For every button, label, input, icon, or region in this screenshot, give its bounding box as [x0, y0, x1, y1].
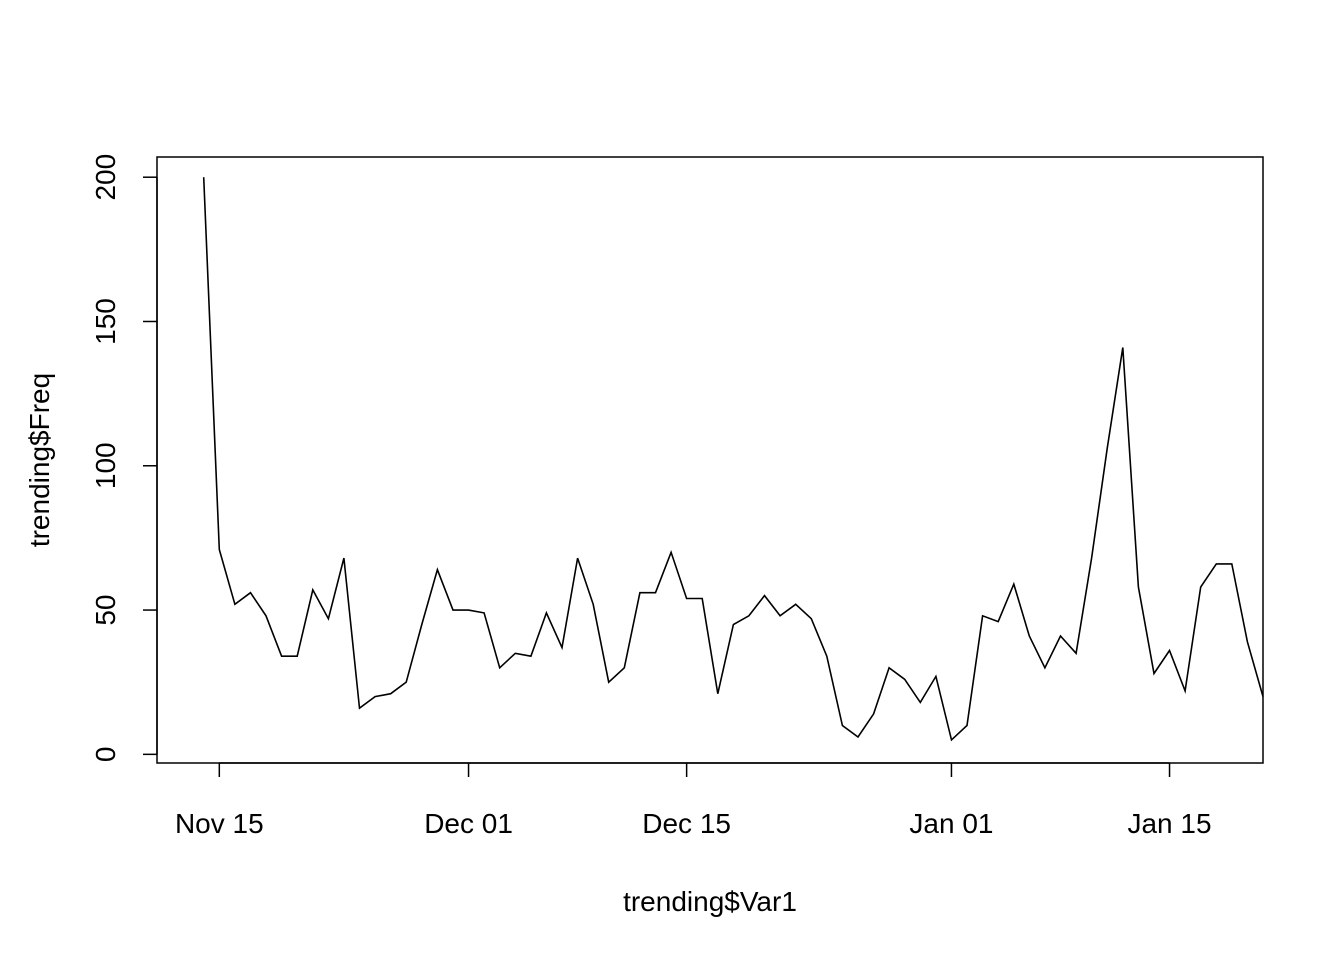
y-tick-label: 50	[90, 594, 121, 625]
y-tick-label: 100	[90, 442, 121, 489]
y-tick-label: 0	[90, 747, 121, 763]
plot-frame	[156, 156, 1264, 764]
y-tick-label: 150	[90, 298, 121, 345]
y-axis-label: trending$Freq	[24, 373, 55, 547]
x-axis: Nov 15 Dec 01 Dec 15 Jan 01 Jan 15	[175, 762, 1212, 839]
x-tick-label: Jan 15	[1127, 808, 1211, 839]
x-axis-label: trending$Var1	[623, 886, 797, 917]
y-tick-label: 200	[90, 154, 121, 201]
x-tick-label: Nov 15	[175, 808, 264, 839]
y-axis: 0 50 100 150 200	[90, 154, 158, 763]
x-tick-label: Jan 01	[909, 808, 993, 839]
x-tick-label: Dec 15	[642, 808, 731, 839]
x-tick-label: Dec 01	[424, 808, 513, 839]
series-line	[202, 177, 1264, 742]
